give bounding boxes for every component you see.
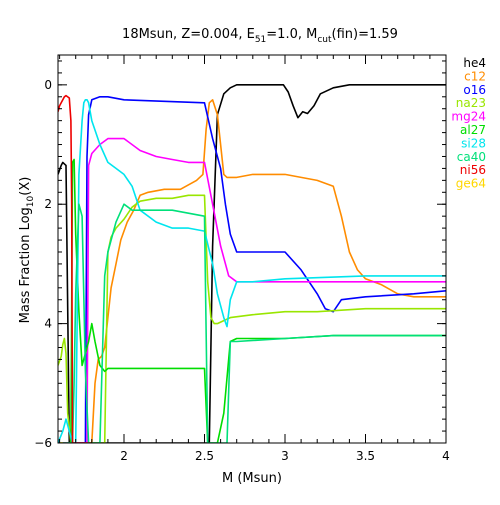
y-axis-label-sub: 10 <box>26 195 36 207</box>
series-line-o16 <box>58 96 446 443</box>
ticks-layer: 2 2.5 3 3.5 4 0 2 4 −6 <box>34 55 450 463</box>
legend-entry-o16: o16 <box>463 83 486 97</box>
legend-entry-ge64: ge64 <box>456 177 486 191</box>
legend-entry-na23: na23 <box>456 96 486 110</box>
series-line-c12 <box>88 99 446 443</box>
legend-entry-mg24: mg24 <box>451 110 486 124</box>
y-tick-label: 2 <box>44 197 52 211</box>
x-tick-label: 2 <box>120 449 128 463</box>
x-tick-label: 3 <box>281 449 289 463</box>
chart-title: 18Msun, Z=0.004, E51=1.0, Mcut(fin)=1.59 <box>122 27 398 45</box>
series-line-ca40 <box>67 203 446 443</box>
y-axis-label: Mass Fraction Log10(X) <box>18 177 36 324</box>
y-tick-label: 0 <box>44 78 52 92</box>
legend-entry-ca40: ca40 <box>457 150 486 164</box>
chart-title-sub2: cut <box>317 35 332 45</box>
chart-title-middle: =1.0, M <box>266 27 317 42</box>
y-tick-label: 4 <box>44 317 52 331</box>
x-axis-label: M (Msun) <box>222 471 282 486</box>
legend-entry-si28: si28 <box>461 136 486 150</box>
legend-entry-ni56: ni56 <box>460 163 486 177</box>
y-tick-label: −6 <box>34 436 52 450</box>
x-tick-label: 4 <box>442 449 450 463</box>
y-axis-label-suffix: (X) <box>18 177 33 196</box>
legend-entry-he4: he4 <box>463 56 486 70</box>
legend-entry-al27: al27 <box>460 123 486 137</box>
series-line-al27 <box>59 158 446 443</box>
series-line-mg24 <box>58 137 446 443</box>
series-line-na23 <box>58 194 446 443</box>
plot-frame <box>57 54 447 444</box>
y-axis-label-main: Mass Fraction Log <box>18 207 33 323</box>
x-tick-label: 3.5 <box>356 449 375 463</box>
series-line-ni56 <box>58 94 92 443</box>
chart-title-suffix: (fin)=1.59 <box>332 27 398 42</box>
series-layer <box>58 84 446 443</box>
series-line-he4 <box>58 84 446 443</box>
chart-title-sub1: 51 <box>255 35 266 45</box>
legend-entry-c12: c12 <box>464 69 486 83</box>
series-line-si28 <box>58 99 446 443</box>
chart-title-prefix: 18Msun, Z=0.004, E <box>122 27 255 42</box>
x-tick-label: 2.5 <box>195 449 214 463</box>
